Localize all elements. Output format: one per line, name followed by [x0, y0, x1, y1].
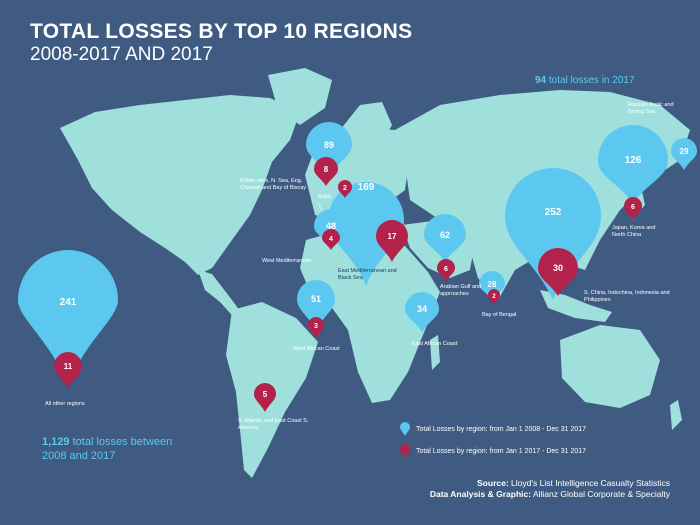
- pin-south-atlantic-year: [254, 383, 276, 412]
- legend-item-year: Total Losses by region: from Jan 1 2017 …: [400, 440, 586, 462]
- pin-west-med-year: [322, 229, 340, 250]
- africa: [300, 232, 440, 403]
- label-bengal: Bay of Bengal: [482, 312, 516, 318]
- value-west-med-year: 4: [329, 236, 333, 243]
- label-british-isles: British Isles, N. Sea, Eng. Channel and …: [240, 178, 306, 191]
- scandinavia: [340, 102, 392, 150]
- page-subtitle: 2008-2017 AND 2017: [30, 44, 213, 65]
- north-america: [60, 95, 300, 275]
- pin-all-other-decade: [17, 249, 118, 385]
- legend: Total Losses by region: from Jan 1 2008 …: [400, 418, 586, 462]
- pin-east-africa-decade: [405, 292, 439, 332]
- value-japan-decade: 126: [625, 155, 642, 166]
- value-arabian-decade: 62: [440, 230, 450, 240]
- analysis-text: Allianz Global Corporate & Specialty: [532, 489, 670, 499]
- label-east-med: East Mediterranean and Black Sea: [338, 268, 397, 281]
- value-west-africa-year: 3: [314, 323, 318, 330]
- value-baltic-year: 2: [343, 185, 347, 192]
- pin-japan-year: [624, 197, 642, 220]
- total-decade-text: total losses between: [72, 436, 173, 448]
- value-east-med-year: 17: [388, 232, 397, 241]
- label-west-africa: West African Coast: [293, 346, 340, 352]
- pin-arabian-year: [437, 259, 455, 281]
- pin-all-other-year: [54, 352, 82, 388]
- pin-japan-decade: [598, 125, 668, 205]
- source-label: Source:: [477, 478, 509, 488]
- value-scs-year: 30: [553, 263, 563, 273]
- label-south-atlantic: S. Atlantic and East Coast S. America: [238, 418, 308, 431]
- label-japan: Japan, Korea and North China: [612, 225, 655, 238]
- legend-text-year: Total Losses by region: from Jan 1 2017 …: [416, 447, 587, 455]
- madagascar: [430, 335, 440, 370]
- red-pin-icon: [400, 444, 410, 458]
- year-pins: [54, 157, 642, 412]
- label-all-other: All other regions: [45, 401, 85, 407]
- analysis-label: Data Analysis & Graphic:: [429, 489, 532, 499]
- label-west-med: West Mediterranean: [262, 258, 311, 264]
- value-british-isles-year: 8: [324, 165, 329, 174]
- total-decade-note: 1,129 total losses between 2008 and 2017: [42, 435, 172, 463]
- value-east-med-decade: 169: [358, 182, 375, 193]
- total-decade-text-2: 2008 and 2017: [42, 450, 116, 462]
- pin-east-med-decade: [328, 182, 404, 286]
- total-decade-number: 1,129: [42, 436, 70, 448]
- central-america: [198, 270, 245, 322]
- source-text: Lloyd's List Intelligence Casualty Stati…: [511, 478, 670, 488]
- label-arabian: Arabian Gulf and approaches: [440, 284, 481, 297]
- label-russian-arctic: Russian Arctic and Bering Sea: [628, 102, 674, 115]
- value-west-med-decade: 48: [326, 221, 336, 231]
- value-all-other-decade: 241: [60, 297, 77, 308]
- new-zealand: [670, 400, 682, 430]
- value-east-africa-decade: 34: [417, 304, 427, 314]
- total-2017-number: 94: [535, 75, 547, 86]
- value-scs-decade: 252: [545, 207, 562, 218]
- value-british-isles-decade: 89: [324, 140, 334, 150]
- pin-values: 241 11 89 8 2 48 4 169 17 51 3 62 6 34 2…: [60, 140, 689, 399]
- value-bengal-year: 2: [492, 294, 496, 300]
- pin-east-med-year: [376, 220, 408, 262]
- pin-british-isles-decade: [306, 122, 352, 178]
- pin-west-africa-decade: [297, 279, 335, 330]
- region-labels: All other regions British Isles, N. Sea,…: [45, 102, 674, 431]
- decade-pins: [17, 122, 697, 385]
- label-baltic: Baltic: [318, 194, 332, 200]
- label-scs: S. China, Indochina, Indonesia and Phili…: [584, 290, 670, 303]
- value-south-atlantic-year: 5: [263, 390, 268, 399]
- source-credit: Source: Lloyd's List Intelligence Casual…: [430, 478, 670, 500]
- total-2017-text: total losses in 2017: [548, 75, 635, 86]
- value-japan-year: 6: [631, 204, 635, 211]
- pin-russian-arctic-decade: [671, 138, 697, 170]
- pin-west-africa-year: [308, 317, 324, 338]
- pin-british-isles-year: [314, 157, 338, 186]
- greenland: [268, 68, 332, 125]
- value-arabian-year: 6: [444, 266, 448, 273]
- total-2017-note: 94 total losses in 2017: [535, 75, 635, 86]
- pin-arabian-decade: [424, 214, 466, 262]
- pin-baltic-year: [338, 180, 352, 198]
- label-east-africa: East African Coast: [412, 341, 458, 347]
- australia: [560, 325, 660, 408]
- page-title: TOTAL LOSSES BY TOP 10 REGIONS: [30, 20, 413, 43]
- pin-scs-decade: [505, 168, 601, 300]
- se-asia: [540, 290, 612, 322]
- pin-bengal-year: [488, 289, 500, 305]
- blue-pin-icon: [400, 422, 410, 436]
- value-russian-arctic-decade: 29: [680, 147, 689, 156]
- value-west-africa-decade: 51: [311, 294, 321, 304]
- legend-item-decade: Total Losses by region: from Jan 1 2008 …: [400, 418, 586, 440]
- value-all-other-year: 11: [64, 362, 73, 371]
- pin-scs-year: [538, 248, 578, 296]
- value-bengal-decade: 28: [488, 280, 497, 289]
- legend-text-decade: Total Losses by region: from Jan 1 2008 …: [416, 425, 587, 433]
